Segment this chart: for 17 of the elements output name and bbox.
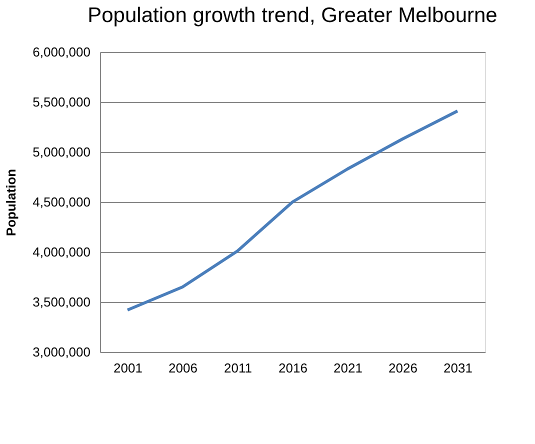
x-tick-label: 2001 [114,360,142,376]
x-tick-label: 2016 [278,360,308,376]
y-tick-label: 4,500,000 [32,194,90,210]
x-tick-label: 2031 [444,360,472,376]
x-tick-label: 2006 [168,360,198,376]
x-tick-label: 2026 [388,360,418,376]
y-tick-label: 5,000,000 [32,144,90,160]
y-tick-label: 3,000,000 [32,344,90,360]
y-axis-title: Population [4,168,19,236]
x-tick-label: 2021 [334,360,362,376]
chart-title: Population growth trend, Greater Melbourne [88,4,498,27]
x-tick-label: 2011 [224,360,252,376]
y-tick-label: 3,500,000 [32,294,90,310]
line-series [126,110,459,312]
y-tick-label: 6,000,000 [32,44,90,60]
y-tick-label: 5,500,000 [32,94,90,110]
y-tick-label: 4,000,000 [32,244,90,260]
